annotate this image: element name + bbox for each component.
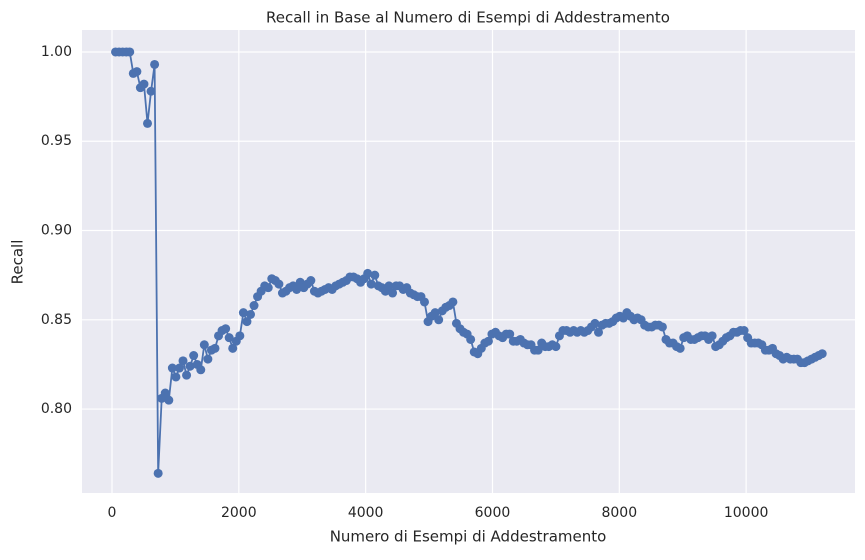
data-point	[707, 331, 717, 341]
x-tick-label: 0	[108, 505, 117, 521]
data-point	[182, 370, 192, 380]
data-point	[505, 329, 515, 339]
data-point	[171, 372, 181, 382]
data-point	[466, 334, 476, 344]
data-point	[153, 468, 163, 478]
x-tick-label: 10000	[724, 505, 769, 521]
data-point	[430, 308, 440, 318]
data-point	[483, 336, 493, 346]
x-axis-label: Numero di Esempi di Addestramento	[330, 528, 607, 546]
data-point	[238, 308, 248, 318]
data-point	[167, 363, 177, 373]
data-point	[146, 86, 156, 96]
data-point	[196, 365, 206, 375]
data-point	[292, 284, 302, 294]
data-point	[366, 279, 376, 289]
y-tick-label: 0.95	[41, 133, 72, 149]
y-tick-label: 0.85	[41, 312, 72, 328]
x-tick-label: 4000	[348, 505, 384, 521]
data-point	[245, 309, 255, 319]
plot-area	[82, 30, 855, 493]
data-point	[203, 354, 213, 364]
data-point	[189, 351, 199, 361]
data-point	[132, 67, 142, 77]
data-point	[174, 363, 184, 373]
data-point	[657, 322, 667, 332]
data-point	[263, 283, 273, 293]
data-point	[143, 118, 153, 128]
data-point	[363, 268, 373, 278]
y-tick-label: 0.80	[41, 401, 72, 417]
data-point	[221, 324, 231, 334]
data-point	[739, 326, 749, 336]
data-point	[419, 297, 429, 307]
x-tick-label: 6000	[475, 505, 511, 521]
data-point	[306, 276, 316, 286]
data-point	[388, 288, 398, 298]
data-point	[150, 59, 160, 69]
data-point	[593, 327, 603, 337]
y-axis-label: Recall	[9, 240, 27, 285]
data-point	[249, 301, 259, 311]
data-point	[242, 317, 252, 327]
data-point	[817, 349, 827, 359]
data-point	[210, 343, 220, 353]
x-tick-label: 2000	[221, 505, 257, 521]
data-point	[434, 315, 444, 325]
data-point	[185, 361, 195, 371]
data-point	[384, 281, 394, 291]
data-point	[178, 356, 188, 366]
data-point	[590, 318, 600, 328]
data-point	[139, 79, 149, 89]
data-point	[370, 270, 380, 280]
data-point	[160, 388, 170, 398]
x-tick-label: 8000	[601, 505, 637, 521]
data-point	[224, 333, 234, 343]
data-point	[235, 331, 245, 341]
data-point	[675, 343, 685, 353]
y-tick-label: 0.90	[41, 223, 72, 239]
data-point	[125, 47, 135, 57]
data-point	[551, 342, 561, 352]
data-point	[164, 395, 174, 405]
data-point	[228, 343, 238, 353]
data-point	[533, 345, 543, 355]
y-tick-label: 1.00	[41, 44, 72, 60]
chart-title: Recall in Base al Numero di Esempi di Ad…	[266, 9, 670, 27]
data-point	[274, 279, 284, 289]
data-point	[199, 340, 209, 350]
data-point	[448, 297, 458, 307]
